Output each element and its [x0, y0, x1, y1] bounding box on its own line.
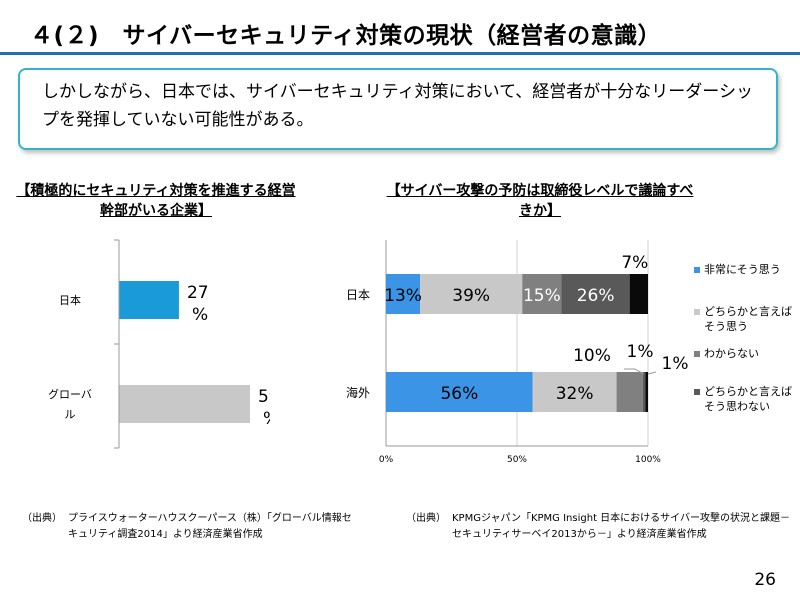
- x-tick-label: 0%: [379, 455, 394, 465]
- data-label-unit: %: [263, 409, 270, 429]
- bar-segment: [629, 274, 648, 314]
- page-number: 26: [754, 570, 776, 590]
- bar-segment: [616, 372, 643, 412]
- data-label: 10%: [573, 346, 611, 366]
- key-message-box: しかしながら、日本では、サイバーセキュリティ対策において、経営者が十分なリーダー…: [18, 68, 778, 150]
- category-label: 日本: [59, 293, 81, 307]
- legend-swatch: [694, 309, 700, 315]
- legend-swatch: [694, 351, 700, 357]
- data-label: 56%: [440, 384, 478, 404]
- executive-promotion-chart: 日本 27% グローバル 59%: [48, 239, 270, 449]
- data-label: 26%: [577, 286, 615, 306]
- category-label: ル: [65, 408, 76, 421]
- left-chart-heading: 【積極的にセキュリティ対策を推進する経営幹部がいる企業】: [16, 183, 296, 219]
- source-lead-label: （出典）: [22, 513, 62, 524]
- x-tick-label: 50%: [507, 455, 527, 465]
- x-tick-label: 100%: [635, 455, 661, 465]
- category-label: 海外: [346, 385, 370, 400]
- leader-line: [634, 368, 645, 375]
- bar: [119, 281, 179, 319]
- bar-segment: [642, 372, 646, 412]
- bar-segment: [522, 274, 562, 314]
- legend-label: どちらかと言えばそう思わない: [704, 385, 792, 413]
- data-label: 1%: [627, 342, 654, 362]
- right-chart-heading: 【サイバー攻撃の予防は取締役レベルで議論すべきか】: [386, 183, 694, 219]
- bar-segment: [386, 274, 421, 314]
- bar-segment: [420, 274, 523, 314]
- bar-segment: [386, 372, 533, 412]
- data-label-unit: %: [192, 305, 208, 325]
- slide-title: ４(２) サイバーセキュリティ対策の現状（経営者の意識）: [30, 23, 662, 49]
- category-label: 日本: [346, 288, 370, 302]
- legend-swatch: [694, 267, 700, 273]
- data-label: 7%: [621, 253, 648, 273]
- category-label: グローバ: [48, 387, 92, 401]
- bar-segment: [645, 372, 648, 412]
- leader-line: [647, 371, 657, 375]
- source-text: KPMGジャパン「KPMG Insight 日本におけるサイバー攻撃の状況と課題…: [452, 513, 790, 540]
- data-label: 13%: [384, 286, 422, 306]
- bar-segment: [561, 274, 630, 314]
- data-label: 27: [187, 283, 209, 303]
- data-label: 39%: [452, 286, 490, 306]
- bar-segment: [532, 372, 617, 412]
- bar: [119, 385, 250, 423]
- source-lead-label: （出典）: [406, 513, 446, 524]
- data-label: 32%: [556, 384, 594, 404]
- source-text: プライスウォーターハウスクーパース（株）「グローバル情報セキュリティ調査2014…: [68, 513, 352, 540]
- legend-swatch: [694, 389, 700, 395]
- title-underline: [0, 52, 800, 55]
- data-label: 15%: [523, 286, 561, 306]
- legend-label: どちらかと言えばそう思う: [704, 305, 792, 333]
- legend-label: 非常にそう思う: [704, 263, 781, 276]
- legend-label: わからない: [704, 347, 759, 360]
- data-label: 59: [258, 387, 270, 407]
- data-label: 1%: [662, 354, 689, 374]
